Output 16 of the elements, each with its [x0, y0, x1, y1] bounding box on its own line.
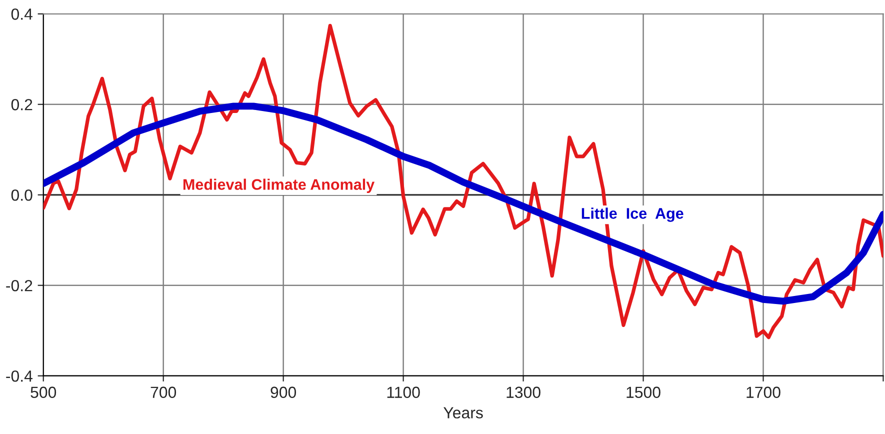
x-tick-label: 900	[270, 386, 296, 398]
annotation: Medieval Climate Anomaly	[183, 178, 375, 193]
line-series	[43, 24, 884, 340]
y-tick-label: -0.4	[6, 370, 32, 382]
x-tick-label: 500	[30, 386, 56, 398]
x-tick-label: 1100	[387, 386, 420, 398]
y-tick-label: 0.2	[11, 99, 32, 110]
x-tick-label: 1300	[506, 386, 540, 398]
x-tick-label: 1700	[746, 386, 780, 398]
x-tick-label: 1500	[626, 386, 660, 398]
y-tick-label: -0.2	[6, 280, 32, 292]
annotation: Little Ice Age	[582, 208, 684, 222]
y-tick-label: 0.4	[11, 8, 32, 20]
y-tick-label: 0.0	[11, 190, 32, 201]
x-axis-title: Years	[444, 407, 483, 418]
x-tick-label: 700	[150, 386, 176, 398]
